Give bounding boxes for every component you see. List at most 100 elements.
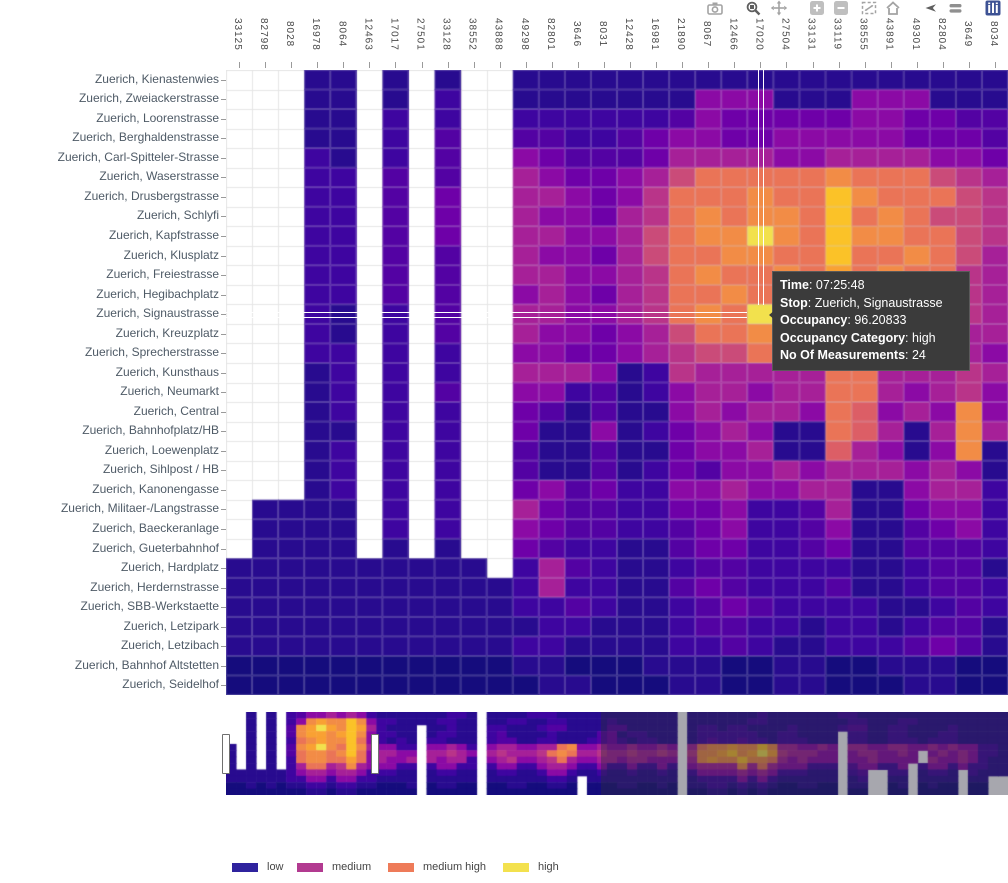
y-tick-label: Zuerich, Letzipark	[123, 618, 219, 633]
y-tick	[221, 529, 226, 530]
x-tick-label: 43891	[883, 17, 895, 51]
y-tick	[221, 509, 226, 510]
y-tick	[221, 158, 226, 159]
x-tick-label: 27501	[414, 17, 426, 51]
tooltip-field: Time: 07:25:48	[780, 278, 865, 292]
y-tick-label: Zuerich, Hardplatz	[120, 560, 219, 575]
x-tick	[630, 62, 631, 68]
x-tick	[995, 62, 996, 68]
x-tick-label: 82804	[935, 17, 947, 51]
x-tick	[422, 62, 423, 68]
x-tick-label: 16978	[310, 17, 322, 51]
tooltip-field: Stop: Zuerich, Signaustrasse	[780, 295, 943, 310]
y-tick	[221, 431, 226, 432]
zoom-in-icon[interactable]	[808, 0, 826, 16]
x-tick	[448, 62, 449, 68]
legend-label: medium	[332, 861, 372, 873]
x-tick-label: 12428	[623, 17, 635, 51]
y-tick-label: Zuerich, Drusbergstrasse	[84, 188, 219, 203]
y-tick-label: Zuerich, Zweiackerstrasse	[78, 91, 219, 106]
x-tick-label: 43888	[492, 17, 504, 51]
x-tick	[969, 62, 970, 68]
y-tick	[221, 490, 226, 491]
legend-item[interactable]: medium	[297, 861, 371, 873]
x-tick-label: 12466	[727, 17, 739, 51]
heatmap-canvas[interactable]	[226, 70, 1008, 695]
y-tick-label: Zuerich, Loorenstrasse	[96, 110, 219, 125]
tooltip-field: Occupancy: 96.20833	[780, 313, 907, 327]
y-tick	[221, 353, 226, 354]
y-tick-label: Zuerich, Signaustrasse	[96, 306, 219, 321]
box-zoom-icon[interactable]	[744, 0, 762, 16]
x-tick	[865, 62, 866, 68]
y-tick-label: Zuerich, Neumarkt	[120, 384, 219, 399]
crosshair-icon[interactable]	[946, 0, 964, 16]
y-tick	[221, 627, 226, 628]
legend-item[interactable]: high	[503, 861, 559, 873]
legend-label: high	[538, 861, 559, 873]
y-tick-label: Zuerich, Bahnhof Altstetten	[74, 657, 219, 672]
y-tick	[221, 177, 226, 178]
x-tick	[526, 62, 527, 68]
x-tick	[656, 62, 657, 68]
x-tick-label: 38552	[466, 17, 478, 51]
y-tick	[221, 373, 226, 374]
y-tick	[221, 99, 226, 100]
y-tick-label: Zuerich, Herdernstrasse	[90, 579, 219, 594]
x-tick-label: 8028	[284, 20, 296, 48]
y-tick-label: Zuerich, Kunsthaus	[115, 364, 219, 379]
range-handle-left[interactable]	[222, 734, 230, 774]
x-tick-label: 3646	[570, 20, 582, 48]
y-tick-label: Zuerich, Baeckeranlage	[92, 520, 219, 535]
y-tick-label: Zuerich, Klusplatz	[123, 247, 219, 262]
y-tick	[221, 334, 226, 335]
crosshair-horizontal-line	[226, 312, 747, 318]
x-tick	[734, 62, 735, 68]
legend-swatch	[232, 862, 258, 872]
legend-swatch	[503, 862, 529, 872]
y-tick-label: Zuerich, Berghaldenstrasse	[72, 130, 219, 145]
x-tick-label: 33125	[232, 17, 244, 51]
tooltip-field: Occupancy Category: high	[780, 330, 936, 345]
range-handle-right[interactable]	[371, 734, 379, 774]
x-tick	[891, 62, 892, 68]
minimap-canvas[interactable]	[226, 712, 1008, 795]
bokeh-logo-icon[interactable]	[984, 0, 1002, 16]
zoom-out-icon[interactable]	[832, 0, 850, 16]
x-tick-label: 33131	[805, 17, 817, 51]
x-tick	[578, 62, 579, 68]
x-tick	[943, 62, 944, 68]
legend-swatch	[388, 862, 414, 872]
x-tick-label: 8034	[987, 20, 999, 48]
x-tick	[395, 62, 396, 68]
hover-icon[interactable]	[921, 0, 939, 16]
x-tick	[552, 62, 553, 68]
legend-item[interactable]: medium high	[388, 861, 486, 873]
y-tick-label: Zuerich, Letzibach	[120, 638, 219, 653]
y-tick	[221, 646, 226, 647]
x-tick-label: 49298	[518, 17, 530, 51]
y-tick	[221, 197, 226, 198]
save-icon[interactable]	[706, 0, 724, 16]
x-tick	[682, 62, 683, 68]
x-tick-label: 82801	[544, 17, 556, 51]
y-tick-label: Zuerich, Hegibachplatz	[96, 286, 219, 301]
x-tick-label: 17020	[753, 17, 765, 51]
x-tick	[813, 62, 814, 68]
x-tick-label: 49301	[909, 17, 921, 51]
reset-icon[interactable]	[884, 0, 902, 16]
y-tick	[221, 295, 226, 296]
tooltip-field: No Of Measurements: 24	[780, 348, 926, 362]
legend-item[interactable]: low	[232, 861, 284, 873]
y-tick	[221, 549, 226, 550]
pan-icon[interactable]	[770, 0, 788, 16]
y-tick	[221, 236, 226, 237]
y-tick-label: Zuerich, Kreuzplatz	[115, 325, 219, 340]
y-tick-label: Zuerich, Bahnhofplatz/HB	[82, 423, 219, 438]
y-tick-label: Zuerich, Kienastenwies	[94, 71, 219, 86]
x-tick	[917, 62, 918, 68]
box-select-icon[interactable]	[860, 0, 878, 16]
x-tick-label: 27504	[779, 17, 791, 51]
x-tick-label: 16981	[649, 17, 661, 51]
